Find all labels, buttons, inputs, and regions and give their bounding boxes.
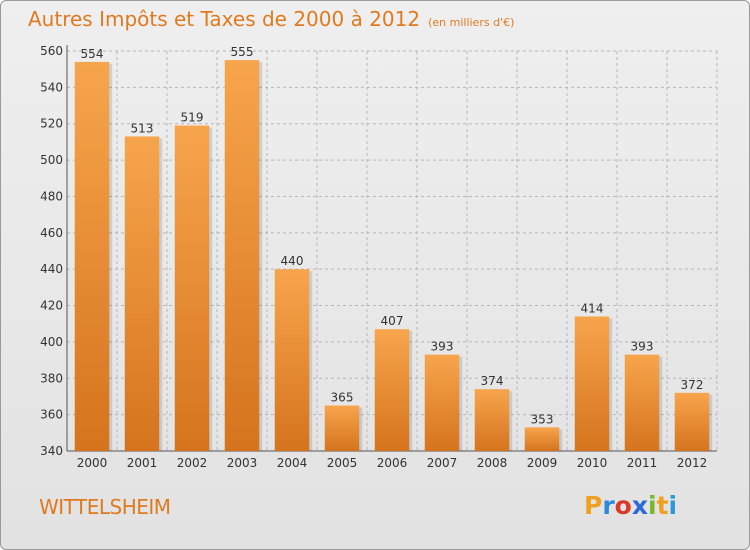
bar-value-label: 353	[531, 412, 554, 426]
bar	[324, 405, 360, 451]
bar	[224, 60, 260, 451]
y-tick-label: 380	[40, 371, 63, 385]
x-tick-label: 2009	[527, 456, 558, 470]
x-tick-label: 2006	[377, 456, 408, 470]
bar	[424, 354, 460, 451]
bar-value-label: 372	[681, 378, 704, 392]
y-tick-label: 460	[40, 226, 63, 240]
logo-letter: i	[648, 491, 657, 520]
y-tick-label: 560	[40, 44, 63, 58]
bar-value-label: 440	[281, 254, 304, 268]
bar	[174, 125, 210, 451]
x-tick-label: 2000	[77, 456, 108, 470]
bar-value-label: 374	[481, 374, 504, 388]
y-tick-label: 540	[40, 80, 63, 94]
y-tick-label: 440	[40, 262, 63, 276]
y-tick-label: 340	[40, 444, 63, 458]
bar	[374, 329, 410, 451]
bar	[274, 269, 310, 451]
bar	[674, 392, 710, 451]
x-tick-label: 2001	[127, 456, 158, 470]
chart-subtitle: (en milliers d'€)	[428, 16, 515, 29]
x-tick-label: 2005	[327, 456, 358, 470]
bar-value-label: 513	[131, 121, 154, 135]
place-name: WITTELSHEIM	[39, 495, 171, 519]
logo-letter: r	[602, 491, 615, 520]
bar-value-label: 407	[381, 314, 404, 328]
bar-value-label: 393	[431, 340, 454, 354]
y-tick-label: 420	[40, 299, 63, 313]
logo-letter: t	[656, 491, 669, 520]
bar	[74, 61, 110, 452]
bar-value-label: 519	[181, 111, 204, 125]
x-tick-label: 2011	[627, 456, 658, 470]
logo-letter: i	[668, 491, 678, 520]
bar-value-label: 393	[631, 340, 654, 354]
bar-value-label: 554	[81, 47, 104, 61]
y-tick-label: 500	[40, 153, 63, 167]
bar	[624, 354, 660, 451]
bar	[524, 427, 560, 451]
bar	[124, 136, 160, 452]
bar-value-label: 555	[231, 45, 254, 59]
x-tick-label: 2003	[227, 456, 258, 470]
logo-letter: x	[631, 491, 648, 520]
x-tick-label: 2004	[277, 456, 308, 470]
y-tick-label: 520	[40, 117, 63, 131]
bar	[474, 389, 510, 451]
y-tick-label: 360	[40, 408, 63, 422]
x-tick-label: 2012	[677, 456, 708, 470]
x-tick-label: 2010	[577, 456, 608, 470]
x-tick-label: 2007	[427, 456, 458, 470]
y-tick-label: 400	[40, 335, 63, 349]
proxiti-logo: Proxiti	[584, 491, 677, 520]
y-tick-label: 480	[40, 189, 63, 203]
logo-letter: o	[614, 491, 632, 520]
bar	[574, 316, 610, 451]
bar-value-label: 414	[581, 301, 604, 315]
logo-letter: P	[584, 491, 603, 520]
chart-title: Autres Impôts et Taxes de 2000 à 2012 (en…	[28, 7, 515, 31]
bar-value-label: 365	[331, 391, 354, 405]
x-tick-label: 2002	[177, 456, 208, 470]
x-tick-label: 2008	[477, 456, 508, 470]
